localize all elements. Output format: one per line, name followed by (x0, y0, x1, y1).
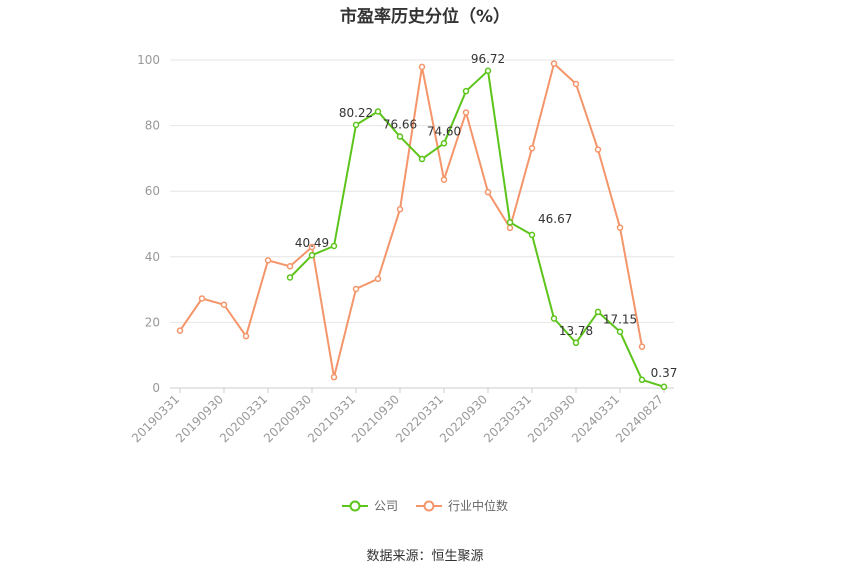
data-point-company (286, 274, 294, 281)
legend-symbol-industry (416, 500, 442, 511)
data-point-industry (528, 144, 536, 152)
x-tick-label: 20240827 (613, 392, 666, 445)
data-point-company (660, 383, 668, 391)
data-point-industry (638, 343, 646, 350)
data-point-industry (308, 243, 316, 251)
source-note: 数据来源：恒生聚源 (366, 549, 484, 564)
data-point-company (528, 231, 536, 239)
data-label: 80.22 (339, 106, 373, 120)
data-point-industry (286, 263, 294, 270)
legend-item-company[interactable]: 公司 (341, 497, 398, 514)
chart-title: 市盈率历史分位（%） (339, 7, 511, 27)
data-point-company (638, 376, 646, 384)
data-label: 74.60 (427, 124, 461, 138)
data-point-industry (594, 146, 602, 153)
data-point-industry (198, 295, 206, 302)
y-tick-label: 100 (137, 53, 160, 67)
data-point-industry (418, 63, 426, 71)
data-point-company (308, 251, 316, 259)
data-point-industry (374, 275, 382, 283)
data-label: 13.78 (559, 324, 593, 338)
legend-symbol-company (341, 500, 368, 511)
legend-label-company: 公司 (373, 499, 398, 513)
data-point-industry (484, 188, 492, 196)
data-point-industry (462, 109, 470, 116)
data-point-industry (220, 301, 228, 308)
data-point-company (572, 339, 580, 347)
data-label: 76.66 (383, 118, 417, 132)
y-tick-label: 0 (152, 381, 160, 395)
data-point-industry (506, 224, 514, 232)
data-point-company (352, 121, 360, 129)
data-label: 0.37 (651, 366, 678, 380)
legend: 公司 行业中位数 (0, 497, 850, 514)
data-point-industry (352, 285, 360, 293)
data-point-company (462, 87, 470, 95)
data-point-industry (440, 176, 448, 183)
data-point-company (330, 242, 338, 250)
y-tick-label: 80 (145, 119, 160, 133)
data-point-company (440, 140, 448, 147)
data-point-company (594, 308, 602, 316)
data-point-industry (176, 327, 184, 334)
y-tick-label: 20 (145, 315, 160, 329)
data-point-company (550, 315, 558, 322)
series-line-industry (179, 62, 643, 379)
data-point-company (616, 328, 624, 335)
data-label: 96.72 (471, 52, 505, 66)
data-point-industry (330, 373, 338, 381)
y-tick-label: 60 (145, 184, 160, 198)
data-point-industry (242, 332, 250, 340)
data-label: 40.49 (295, 236, 329, 250)
data-point-company (484, 67, 492, 75)
data-label: 46.67 (538, 212, 572, 226)
data-point-company (506, 219, 514, 226)
legend-item-industry[interactable]: 行业中位数 (416, 497, 508, 514)
data-label: 17.15 (603, 313, 637, 327)
series-line-company (289, 69, 665, 388)
data-point-industry (616, 224, 624, 231)
data-point-industry (264, 257, 272, 264)
y-tick-label: 40 (145, 250, 160, 264)
data-point-company (396, 133, 404, 140)
data-point-company (418, 155, 426, 163)
data-point-industry (572, 80, 580, 88)
data-point-industry (550, 60, 558, 67)
legend-label-industry: 行业中位数 (448, 499, 509, 513)
data-point-company (374, 108, 382, 115)
data-point-industry (396, 205, 404, 213)
